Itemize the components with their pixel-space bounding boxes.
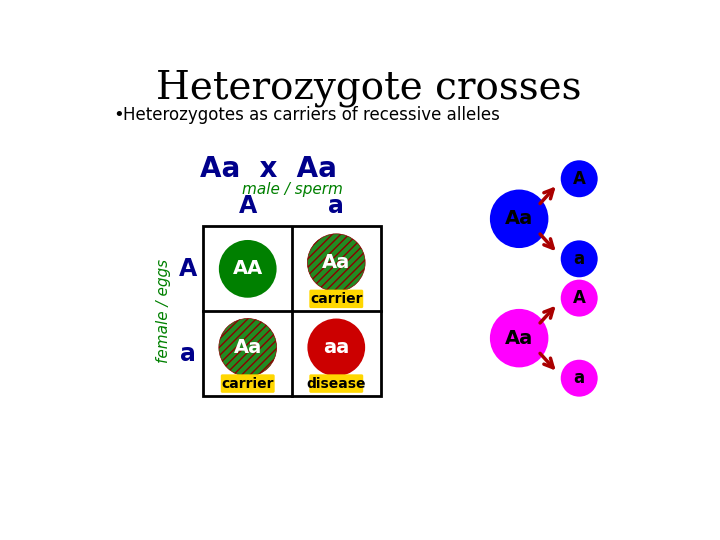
Ellipse shape	[219, 319, 276, 376]
Text: Aa: Aa	[233, 338, 262, 357]
Text: a: a	[574, 369, 585, 387]
Text: Aa: Aa	[505, 329, 534, 348]
Text: a: a	[328, 194, 344, 219]
Text: female / eggs: female / eggs	[156, 259, 171, 363]
Circle shape	[561, 240, 598, 278]
Ellipse shape	[307, 234, 365, 292]
Text: A: A	[238, 194, 257, 219]
FancyBboxPatch shape	[221, 374, 274, 393]
Text: Heterozygote crosses: Heterozygote crosses	[156, 69, 582, 107]
Text: A: A	[573, 289, 585, 307]
Circle shape	[561, 360, 598, 397]
Text: a: a	[574, 250, 585, 268]
Text: A: A	[179, 257, 197, 281]
Circle shape	[490, 309, 549, 367]
Text: Aa: Aa	[505, 210, 534, 228]
Text: AA: AA	[233, 259, 263, 278]
Text: aa: aa	[323, 338, 349, 357]
Ellipse shape	[219, 240, 276, 298]
Text: Aa: Aa	[322, 253, 351, 272]
Text: disease: disease	[307, 376, 366, 390]
Circle shape	[490, 190, 549, 248]
FancyBboxPatch shape	[310, 289, 363, 308]
Text: male / sperm: male / sperm	[242, 182, 343, 197]
Text: A: A	[573, 170, 585, 188]
Text: carrier: carrier	[310, 292, 363, 306]
Text: carrier: carrier	[222, 376, 274, 390]
Text: Heterozygotes as carriers of recessive alleles: Heterozygotes as carriers of recessive a…	[122, 106, 500, 124]
Text: Aa  x  Aa: Aa x Aa	[199, 155, 336, 183]
Ellipse shape	[307, 319, 365, 376]
Circle shape	[561, 280, 598, 316]
Circle shape	[561, 160, 598, 197]
Bar	[204, 226, 381, 396]
Text: a: a	[180, 342, 196, 366]
FancyBboxPatch shape	[310, 374, 363, 393]
Text: •: •	[113, 106, 124, 124]
